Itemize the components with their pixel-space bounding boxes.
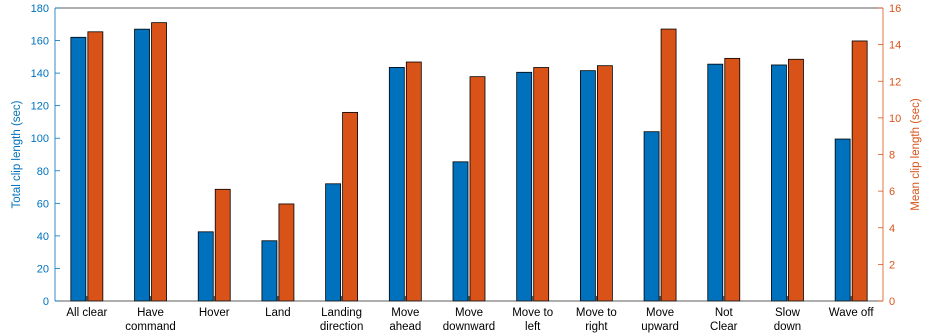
total-bar-11: [771, 64, 787, 302]
left-tick-label-4: 80: [37, 166, 49, 178]
right-y-axis-title: Mean clip length (sec): [910, 98, 922, 211]
category-label-0: All clear: [66, 307, 107, 319]
left-tick-label-8: 160: [31, 36, 49, 48]
right-tick-label-5: 10: [889, 113, 901, 125]
right-tick-label-7: 14: [889, 40, 901, 52]
total-bar-8: [579, 70, 596, 302]
total-bar-3: [261, 240, 278, 302]
right-tick-label-0: 0: [889, 296, 895, 308]
total-bar-6: [452, 161, 469, 302]
left-tick-label-2: 40: [37, 231, 49, 243]
mean-bar-3: [278, 203, 295, 302]
left-tick-label-7: 140: [31, 68, 49, 80]
left-tick-label-0: 0: [43, 296, 49, 308]
total-bar-9: [643, 131, 660, 302]
right-tick-label-6: 12: [889, 76, 901, 88]
mean-bar-7: [533, 67, 550, 302]
left-tick-label-3: 60: [37, 198, 49, 210]
category-label-11: Slow down: [774, 307, 802, 333]
category-label-7: Move to left: [512, 307, 553, 333]
category-label-6: Move downward: [443, 307, 495, 333]
total-bar-12: [834, 138, 851, 302]
left-tick-label-1: 20: [37, 263, 49, 275]
mean-bar-5: [405, 61, 422, 302]
category-label-12: Wave off: [829, 307, 875, 319]
right-tick-label-2: 4: [889, 223, 895, 235]
category-label-10: Not Clear: [710, 307, 738, 333]
total-bar-4: [325, 183, 342, 302]
left-tick-label-5: 100: [31, 133, 49, 145]
total-bar-10: [707, 63, 724, 302]
right-tick-label-1: 2: [889, 259, 895, 271]
mean-bar-10: [724, 57, 741, 302]
category-label-2: Hover: [199, 307, 230, 319]
mean-bar-0: [87, 31, 104, 302]
mean-bar-2: [214, 188, 231, 302]
mean-bar-1: [151, 22, 167, 302]
left-tick-label-6: 120: [31, 101, 49, 113]
mean-bar-12: [851, 40, 868, 302]
mean-bar-9: [660, 28, 677, 302]
mean-bar-6: [469, 76, 486, 302]
category-label-5: Move ahead: [389, 307, 421, 333]
category-label-4: Landing direction: [320, 307, 363, 333]
left-y-axis-title: Total clip length (sec): [11, 100, 23, 208]
mean-bar-4: [342, 111, 359, 302]
total-bar-1: [134, 28, 150, 302]
total-bar-0: [70, 36, 87, 302]
category-label-1: Have command: [125, 307, 176, 333]
right-tick-label-8: 16: [889, 3, 901, 15]
category-label-9: Move upward: [641, 307, 679, 333]
right-tick-label-3: 6: [889, 186, 895, 198]
total-bar-2: [197, 231, 214, 302]
category-label-3: Land: [265, 307, 291, 319]
total-bar-7: [516, 71, 533, 302]
mean-bar-11: [788, 58, 804, 302]
left-tick-label-9: 180: [31, 3, 49, 15]
total-bar-5: [388, 67, 405, 302]
category-label-8: Move to right: [576, 307, 617, 333]
mean-bar-8: [596, 65, 613, 302]
right-tick-label-4: 8: [889, 150, 895, 162]
